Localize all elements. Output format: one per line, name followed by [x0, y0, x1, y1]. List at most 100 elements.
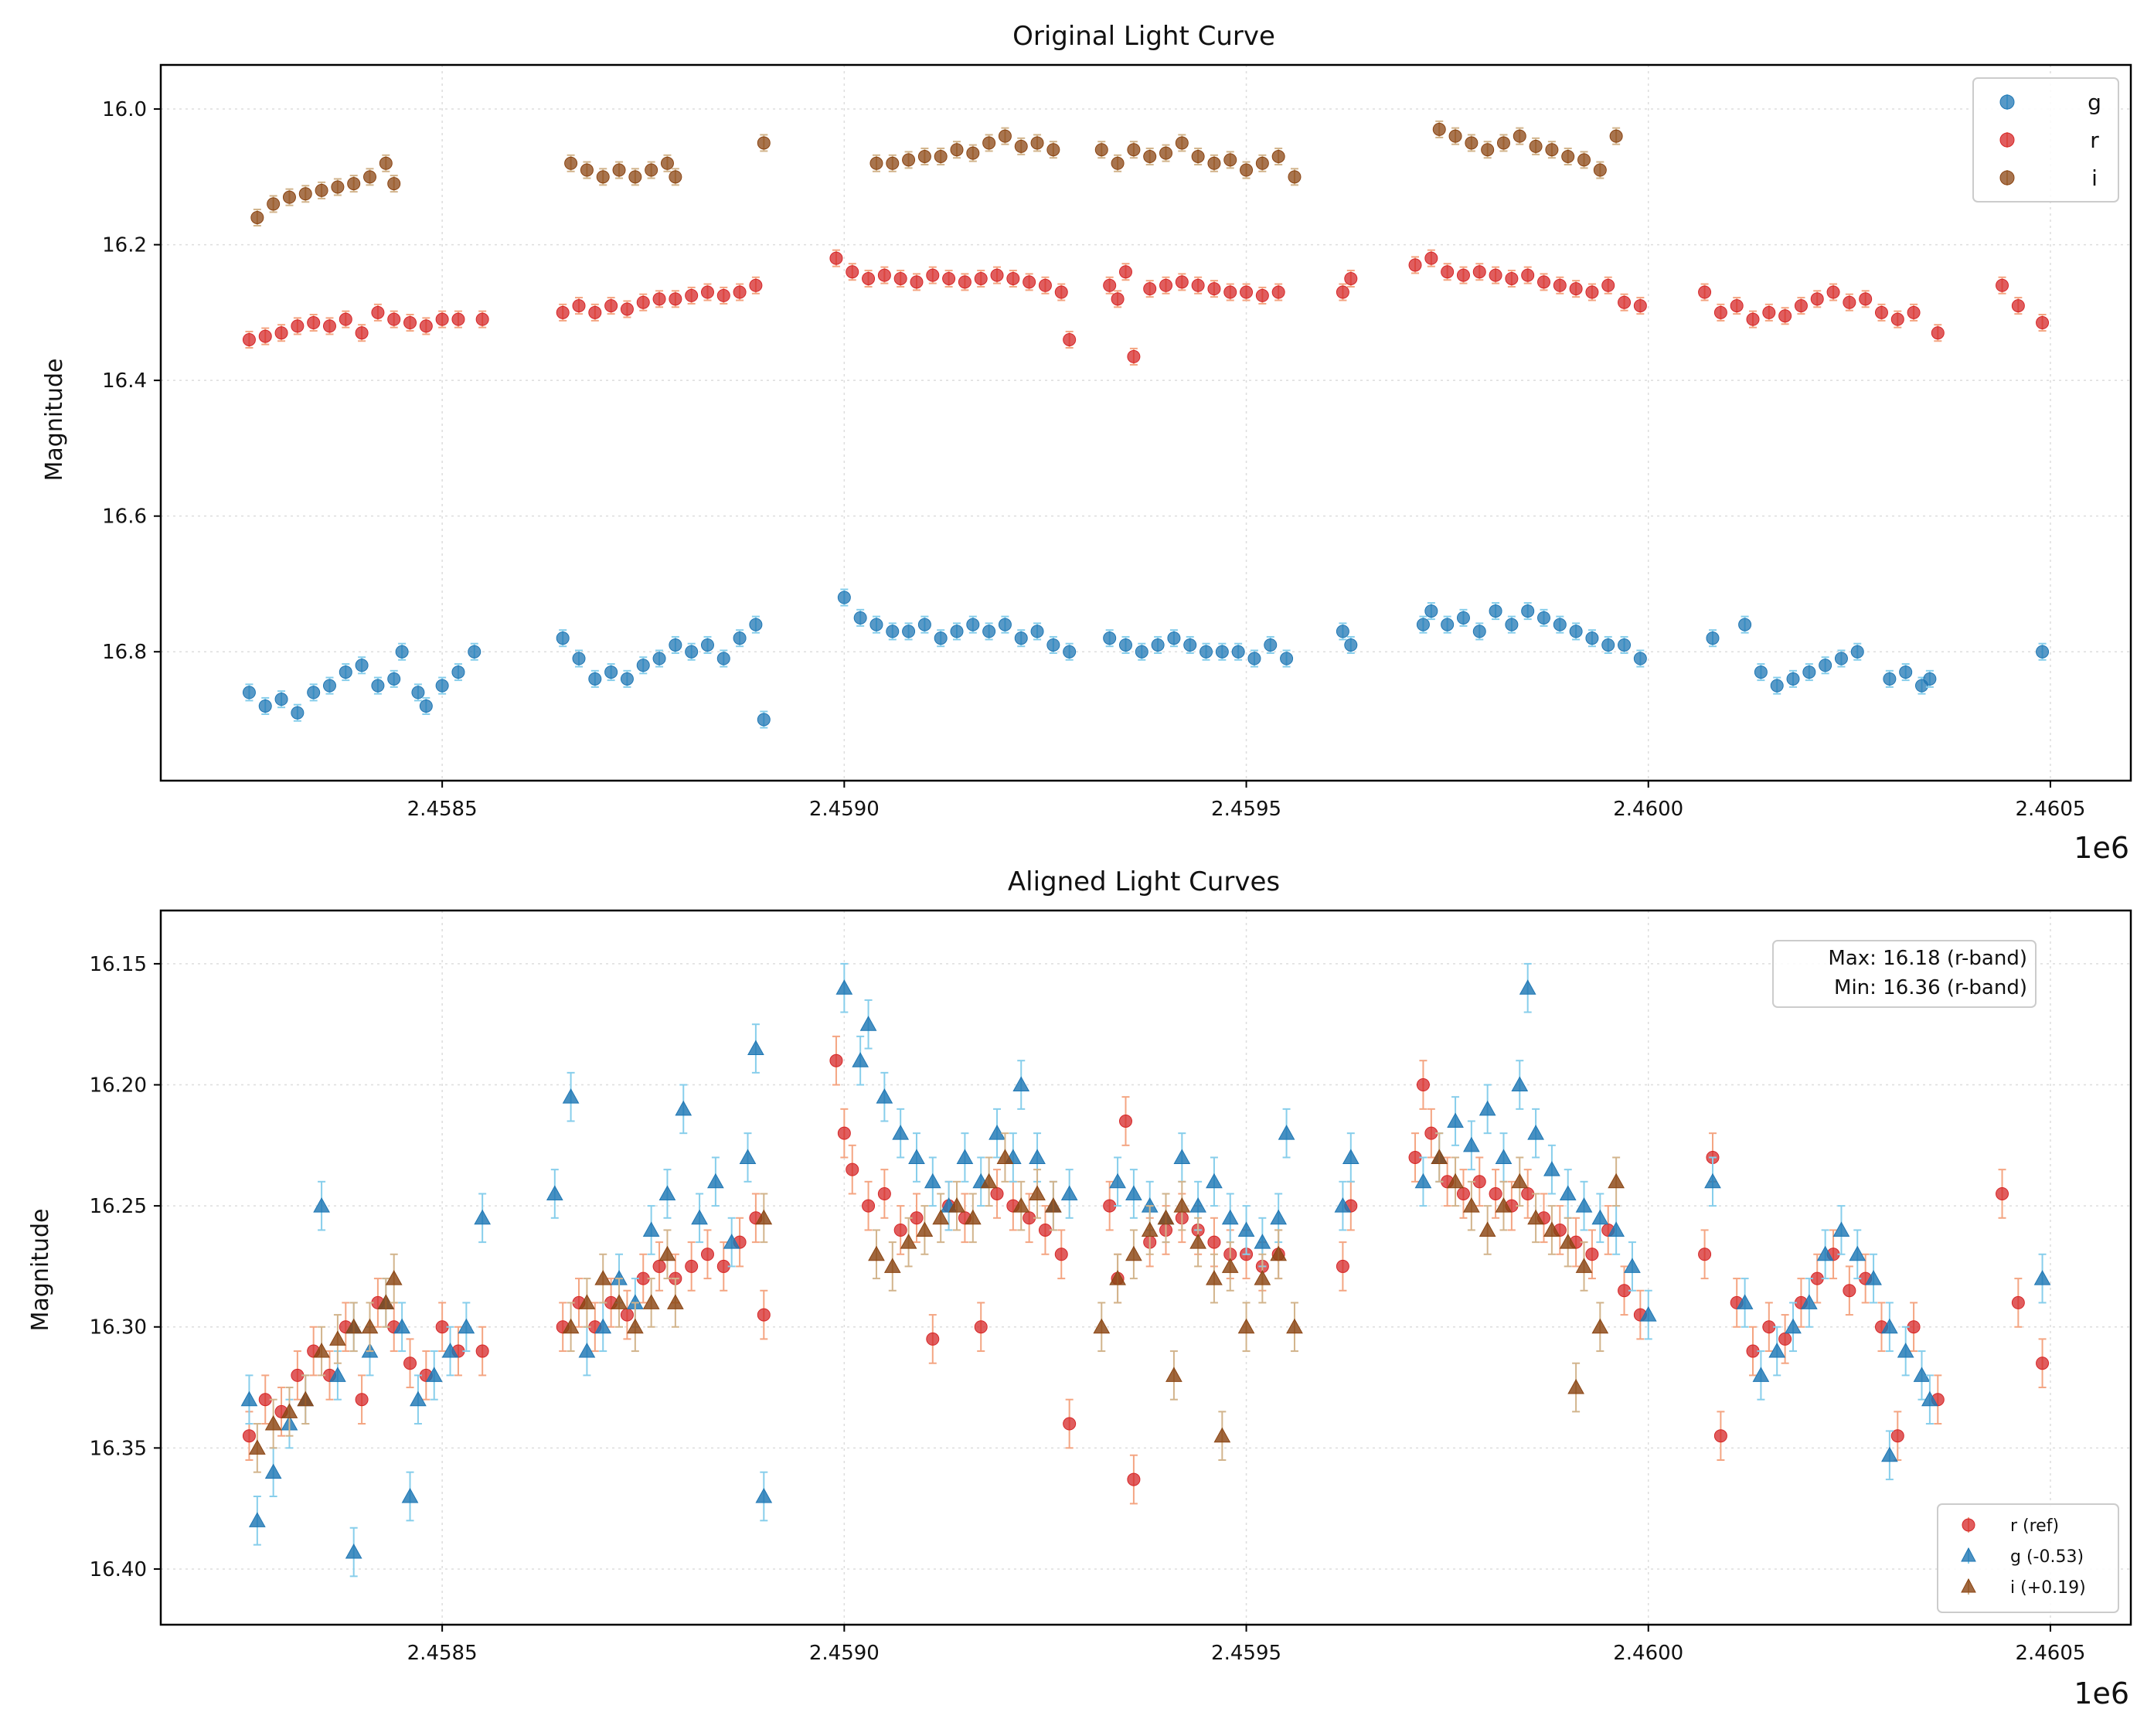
data-point [869, 618, 883, 631]
data-point [1416, 1078, 1430, 1092]
data-point [691, 1209, 708, 1225]
legend-label: g [2088, 90, 2101, 115]
data-point [1865, 1270, 1882, 1285]
data-point [852, 1052, 869, 1067]
legend-marker [1962, 1518, 1975, 1532]
data-point [562, 1088, 580, 1104]
data-point [1448, 129, 1462, 143]
data-point [916, 1221, 934, 1237]
data-point [1060, 1185, 1078, 1200]
data-point [1111, 156, 1125, 170]
data-point [322, 679, 336, 693]
data-point [1432, 122, 1446, 136]
data-point [345, 1318, 362, 1334]
data-point [892, 1125, 910, 1140]
legend-entry-r: r [1999, 128, 2099, 153]
data-point [1030, 625, 1044, 638]
data-point [1046, 143, 1060, 157]
data-point [1816, 1245, 1834, 1261]
data-point [1489, 1186, 1502, 1200]
data-point [377, 1294, 395, 1309]
data-point [1633, 652, 1647, 665]
data-point [1609, 129, 1623, 143]
data-point [578, 1294, 596, 1309]
data-point [1336, 625, 1349, 638]
data-point [1159, 146, 1173, 160]
data-point [1029, 1185, 1046, 1200]
data-point [1046, 638, 1060, 652]
data-point [1264, 638, 1278, 652]
data-point [1255, 156, 1269, 170]
data-point [996, 1149, 1014, 1164]
data-point [1206, 1173, 1223, 1189]
data-point [1456, 1186, 1470, 1200]
extrema-annotation: Max: 16.18 (r-band) Min: 16.36 (r-band) [1772, 940, 2037, 1008]
data-point [950, 143, 964, 157]
data-point [1054, 285, 1068, 299]
data-point [733, 631, 747, 645]
data-point [604, 665, 618, 679]
data-point [739, 1149, 757, 1164]
data-point [1762, 305, 1776, 319]
data-point [588, 305, 602, 319]
y-tick-label: 16.20 [90, 1074, 147, 1098]
data-point [250, 210, 264, 224]
annotation-min: Min: 16.36 (r-band) [1834, 976, 2027, 999]
data-point [258, 699, 272, 713]
data-point [1223, 285, 1237, 299]
data-point [1883, 672, 1897, 686]
data-point [1890, 1429, 1904, 1443]
data-point [1109, 1270, 1126, 1285]
data-point [685, 1259, 699, 1273]
data-point [1569, 625, 1583, 638]
data-point [675, 1100, 692, 1116]
data-point [1553, 278, 1567, 292]
data-point [1752, 1367, 1770, 1382]
data-point [1472, 265, 1486, 279]
data-point [1463, 1197, 1480, 1213]
data-point [1191, 278, 1205, 292]
data-point [1537, 275, 1551, 289]
data-point [1012, 1076, 1030, 1092]
data-point [1633, 299, 1647, 313]
data-point [1850, 645, 1864, 659]
data-point [755, 1209, 773, 1225]
data-point [1931, 326, 1945, 340]
data-point [620, 302, 634, 316]
data-point [1093, 1318, 1111, 1334]
data-point [1489, 604, 1502, 618]
data-point [1127, 349, 1141, 363]
original-light-curve-panel: Original Light Curve 2.4585 2.4590 2.4595 2… [41, 21, 2132, 865]
data-point [1923, 672, 1937, 686]
data-point [1127, 1472, 1141, 1486]
data-point [1125, 1245, 1142, 1261]
data-point [1698, 285, 1712, 299]
legend-entry-i-shift: i (+0.19) [1961, 1578, 2086, 1598]
data-point [1038, 278, 1052, 292]
data-point [1577, 153, 1591, 167]
data-point [669, 638, 682, 652]
data-point [1125, 1185, 1142, 1200]
x-tick-label: 2.4605 [2015, 798, 2085, 821]
data-point [297, 1391, 315, 1407]
y-axis-label: Magnitude [41, 359, 68, 482]
data-point [594, 1318, 612, 1334]
data-point [612, 163, 626, 177]
data-point [1593, 163, 1607, 177]
data-point [1495, 1197, 1513, 1213]
data-point [274, 693, 288, 706]
data-point [355, 326, 369, 340]
plot-frame [159, 909, 2132, 1626]
data-point [594, 1270, 612, 1285]
data-point [1608, 1173, 1625, 1189]
data-point [990, 268, 1004, 282]
data-point [458, 1318, 475, 1334]
data-point [862, 271, 876, 285]
data-point [1754, 665, 1768, 679]
data-point [1559, 1185, 1577, 1200]
data-point [749, 618, 763, 631]
data-point [611, 1294, 628, 1309]
data-point [1118, 1115, 1132, 1128]
data-point [1618, 295, 1632, 309]
legend: r (ref) g (-0.53) i (+0.19) [1937, 1503, 2119, 1613]
